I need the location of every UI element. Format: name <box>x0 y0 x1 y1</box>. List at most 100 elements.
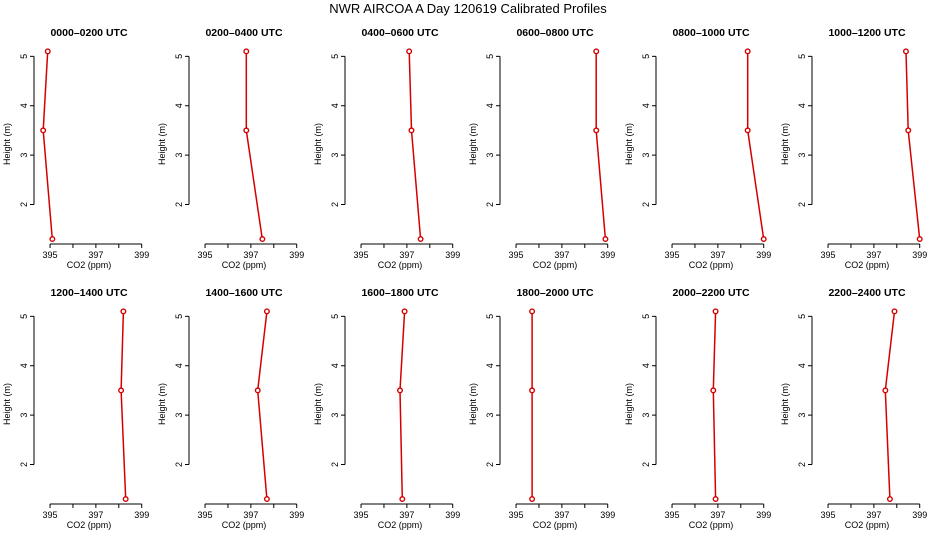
y-tick-label: 2 <box>330 202 340 207</box>
y-tick-label: 2 <box>330 462 340 467</box>
y-tick-label: 5 <box>174 54 184 59</box>
series-line <box>245 51 264 240</box>
y-tick-label: 3 <box>797 413 807 418</box>
y-tick-label: 3 <box>330 413 340 418</box>
y-tick-label: 3 <box>174 413 184 418</box>
x-tick-label: 395 <box>821 250 836 260</box>
x-tick-label: 395 <box>43 250 58 260</box>
data-point <box>118 387 125 394</box>
y-axis-label: Height (m) <box>780 123 790 165</box>
data-point <box>406 48 413 55</box>
y-tick-label: 3 <box>641 413 651 418</box>
data-point <box>529 496 536 503</box>
y-tick-label: 2 <box>641 202 651 207</box>
y-axis-label: Height (m) <box>313 383 323 425</box>
y-tick-label: 2 <box>174 202 184 207</box>
x-tick-label: 397 <box>554 250 569 260</box>
panel-title: 2200–2400 UTC <box>828 287 905 299</box>
series-line <box>746 51 765 240</box>
panel-title: 0600–0800 UTC <box>516 27 593 39</box>
y-tick-label: 5 <box>330 54 340 59</box>
y-tick-label: 4 <box>485 363 495 368</box>
data-point <box>902 48 909 55</box>
series-line <box>256 311 268 500</box>
y-tick-label: 3 <box>485 153 495 158</box>
data-point <box>259 236 266 243</box>
y-axis-label: Height (m) <box>624 383 634 425</box>
y-axis-label: Height (m) <box>468 383 478 425</box>
x-tick-label: 399 <box>289 250 304 260</box>
series-line <box>905 51 921 240</box>
series-line <box>120 311 127 500</box>
x-tick-label: 399 <box>134 510 149 520</box>
y-axis-label: Height (m) <box>157 383 167 425</box>
profile-panel: 1200–1400 UTC 2 3 4 5 Height (m) 395 397 399 CO2 … <box>2 287 149 530</box>
data-point <box>712 496 719 503</box>
y-tick-label: 3 <box>330 153 340 158</box>
data-point <box>401 308 408 315</box>
x-tick-label: 397 <box>710 510 725 520</box>
series-line <box>595 51 607 240</box>
y-tick-label: 5 <box>174 314 184 319</box>
y-tick-label: 5 <box>330 314 340 319</box>
y-tick-label: 5 <box>19 314 29 319</box>
y-tick-label: 3 <box>641 153 651 158</box>
x-tick-label: 397 <box>866 250 881 260</box>
data-point <box>905 127 912 134</box>
x-tick-label: 395 <box>821 510 836 520</box>
x-tick-label: 399 <box>912 510 927 520</box>
data-point <box>882 387 889 394</box>
x-tick-label: 397 <box>243 510 258 520</box>
y-tick-label: 3 <box>19 413 29 418</box>
y-tick-label: 2 <box>485 462 495 467</box>
profile-panel: 0800–1000 UTC 2 3 4 5 Height (m) 395 397 399 CO2 … <box>624 27 771 270</box>
panel-title: 1000–1200 UTC <box>828 27 905 39</box>
profile-panel: 0600–0800 UTC 2 3 4 5 Height (m) 395 397 399 CO2 … <box>468 27 615 270</box>
x-axis-label: CO2 (ppm) <box>378 260 423 270</box>
panel-title: 1600–1800 UTC <box>361 287 438 299</box>
x-tick-label: 395 <box>43 510 58 520</box>
x-tick-label: 397 <box>88 510 103 520</box>
y-axis-label: Height (m) <box>157 123 167 165</box>
x-tick-label: 399 <box>756 250 771 260</box>
data-point <box>916 236 923 243</box>
page-title: NWR AIRCOA A Day 120619 Calibrated Profi… <box>329 1 607 16</box>
data-point <box>122 496 129 503</box>
data-point <box>529 308 536 315</box>
data-point <box>399 496 406 503</box>
x-tick-label: 399 <box>134 250 149 260</box>
data-point <box>44 48 51 55</box>
y-tick-label: 5 <box>797 54 807 59</box>
data-point <box>602 236 609 243</box>
x-axis-label: CO2 (ppm) <box>222 260 267 270</box>
x-axis-label: CO2 (ppm) <box>845 520 890 530</box>
x-axis-label: CO2 (ppm) <box>378 520 423 530</box>
y-tick-label: 4 <box>797 363 807 368</box>
y-tick-label: 5 <box>641 54 651 59</box>
profile-panel: 1600–1800 UTC 2 3 4 5 Height (m) 395 397 399 CO2 … <box>313 287 460 530</box>
data-point <box>49 236 56 243</box>
data-point <box>891 308 898 315</box>
y-tick-label: 2 <box>641 462 651 467</box>
y-tick-label: 3 <box>174 153 184 158</box>
y-tick-label: 2 <box>797 462 807 467</box>
x-tick-label: 395 <box>354 510 369 520</box>
data-point <box>120 308 127 315</box>
x-axis-label: CO2 (ppm) <box>533 520 578 530</box>
y-tick-label: 4 <box>174 363 184 368</box>
x-tick-label: 395 <box>198 250 213 260</box>
x-tick-label: 397 <box>866 510 881 520</box>
x-tick-label: 395 <box>509 250 524 260</box>
y-axis-label: Height (m) <box>468 123 478 165</box>
y-tick-label: 5 <box>19 54 29 59</box>
x-tick-label: 399 <box>600 250 615 260</box>
x-tick-label: 397 <box>88 250 103 260</box>
data-point <box>886 496 893 503</box>
series-line <box>712 311 717 500</box>
x-tick-label: 399 <box>912 250 927 260</box>
profile-panel: 1400–1600 UTC 2 3 4 5 Height (m) 395 397 399 CO2 … <box>157 287 304 530</box>
y-axis-label: Height (m) <box>624 123 634 165</box>
x-tick-label: 395 <box>198 510 213 520</box>
y-tick-label: 5 <box>485 54 495 59</box>
